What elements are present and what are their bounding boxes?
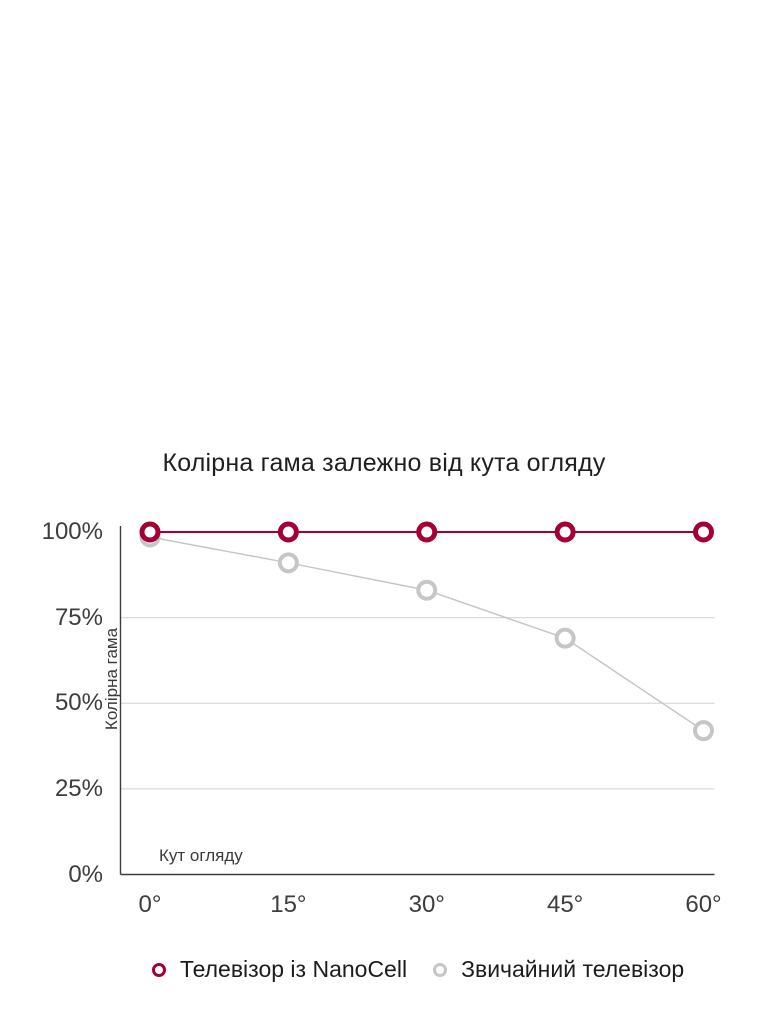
chart-title: Колірна гама залежно від кута огляду [162, 449, 606, 477]
legend-marker-icon [433, 962, 448, 977]
x-tick-label: 0° [138, 891, 162, 918]
chart-legend: Телевізор із NanoCell Звичайний телевізор [120, 956, 716, 983]
legend-item: Звичайний телевізор [433, 956, 684, 983]
legend-marker-icon [151, 962, 166, 977]
data-point-marker [693, 521, 714, 543]
series-line [149, 536, 704, 732]
x-tick-label: 15° [270, 891, 307, 918]
data-point-marker [277, 521, 299, 543]
x-tick-label: 30° [408, 891, 445, 918]
y-axis-tick-labels: 0% 25% 50% 75% 100% [0, 0, 103, 1031]
legend-item: Телевізор із NanoCell [151, 956, 408, 983]
y-tick-label: 25% [54, 774, 103, 802]
data-point-marker [139, 521, 161, 543]
y-tick-label: 75% [54, 603, 103, 631]
y-tick-label: 50% [54, 689, 103, 717]
x-axis-tick-labels: 0° 15° 30° 45° 60° [0, 891, 768, 923]
data-point-marker [416, 521, 438, 543]
data-point-marker [554, 521, 576, 543]
y-axis-title: Колірна гама [102, 627, 121, 731]
data-point-marker [277, 552, 299, 574]
legend-label: Звичайний телевізор [461, 956, 685, 982]
data-point-marker [693, 720, 714, 742]
y-tick-label: 0% [68, 860, 103, 888]
legend-label: Телевізор із NanoCell [179, 956, 408, 982]
x-tick-label: 60° [685, 891, 722, 918]
y-tick-label: 100% [41, 518, 103, 545]
data-point-marker [554, 627, 576, 649]
x-axis-title: Кут огляду [159, 846, 243, 865]
x-tick-label: 45° [546, 891, 584, 918]
data-point-marker [416, 579, 438, 601]
